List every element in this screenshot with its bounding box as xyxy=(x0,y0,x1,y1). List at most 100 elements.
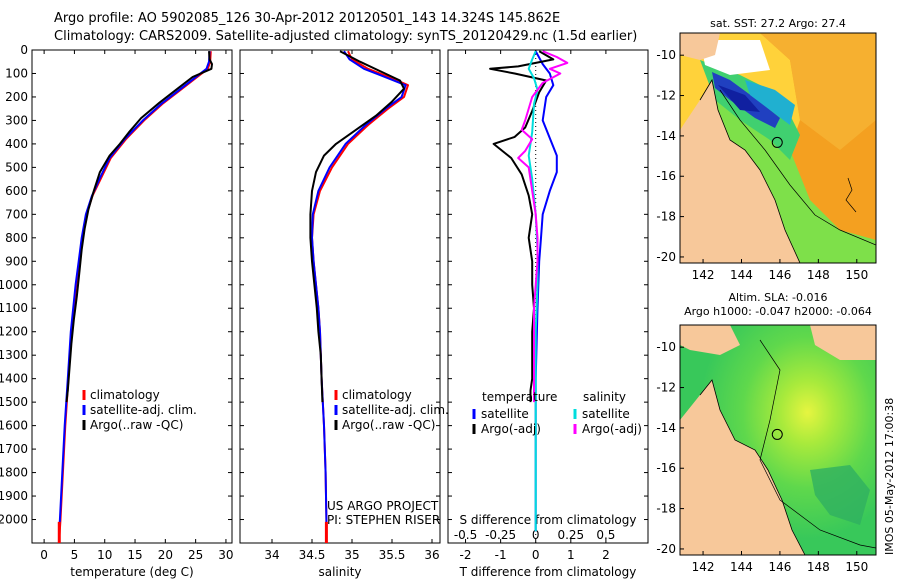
series-group-temperature_profile xyxy=(58,51,213,539)
x-tick-label: 10 xyxy=(97,548,112,562)
sst-map-title: sat. SST: 27.2 Argo: 27.4 xyxy=(710,17,846,30)
sst-cyan-patch xyxy=(745,80,795,125)
x-tick-label: 0 xyxy=(40,548,48,562)
sla-dark-patch xyxy=(810,465,870,525)
sst-missing-data xyxy=(700,40,770,75)
map-y-tick-label: -10 xyxy=(656,48,676,62)
map-y-tick-label: -18 xyxy=(656,502,676,516)
x-tick-label: -1 xyxy=(495,548,507,562)
y-tick-label: 600 xyxy=(5,184,28,198)
series-line-argo-raw-qc- xyxy=(309,50,405,403)
map-y-tick-label: -10 xyxy=(656,340,676,354)
series-line-satellite-adj-clim- xyxy=(311,50,407,532)
legend-entry: Argo(-adj) xyxy=(481,422,541,436)
series-group-difference_profile xyxy=(489,50,569,532)
y-tick-label: 1800 xyxy=(0,466,28,480)
y-tick-label: 1600 xyxy=(0,419,28,433)
series-line-t-satellite xyxy=(534,50,558,532)
y-tick-label: 1000 xyxy=(0,278,28,292)
x-tick-label: 30 xyxy=(218,548,233,562)
sst-isobath xyxy=(719,89,876,246)
sla-land xyxy=(680,380,805,555)
sst-land-north xyxy=(680,33,720,60)
y-tick-label: 1200 xyxy=(0,325,28,339)
legend-entry: Argo(..raw -QC) xyxy=(90,418,183,432)
x-tick-label: 34.5 xyxy=(299,548,326,562)
sla-coastline xyxy=(699,379,806,555)
x-tick-label: 0 xyxy=(532,548,540,562)
sla-land-ne xyxy=(810,325,876,360)
y-tick-label: 900 xyxy=(5,254,28,268)
imos-timestamp: IMOS 05-May-2012 17:00:38 xyxy=(883,397,896,555)
y-tick-label: 0 xyxy=(20,43,28,57)
y-tick-label: 1300 xyxy=(0,348,28,362)
y-tick-label: 1400 xyxy=(0,372,28,386)
x-tick-label: -2 xyxy=(460,548,472,562)
map-y-tick-label: -14 xyxy=(656,129,676,143)
legend-entry: satellite xyxy=(582,407,630,421)
sst-reef-line xyxy=(845,177,857,213)
sst-land xyxy=(680,80,800,263)
series-line-climatology xyxy=(311,50,409,539)
map-y-tick-label: -16 xyxy=(656,169,676,183)
map-frame-sla_map xyxy=(679,324,877,556)
y-tick-label: 800 xyxy=(5,231,28,245)
argo-position-marker xyxy=(771,136,783,148)
x-tick-label: 35.5 xyxy=(379,548,406,562)
sst-mid-patch xyxy=(760,33,876,150)
x-tick-label: 2 xyxy=(602,548,610,562)
y-tick-label: 1500 xyxy=(0,395,28,409)
map-y-tick-label: -12 xyxy=(656,381,676,395)
x-axis-label: temperature (deg C) xyxy=(70,565,193,579)
map-y-tick-label: -12 xyxy=(656,89,676,103)
map-x-tick-label: 144 xyxy=(730,560,753,574)
sla-isobath xyxy=(759,339,876,549)
y-tick-label: 400 xyxy=(5,137,28,151)
x-tick-label: 35 xyxy=(344,548,359,562)
y-tick-label: 500 xyxy=(5,160,28,174)
x-tick-label: 36 xyxy=(424,548,439,562)
y-tick-label: 300 xyxy=(5,113,28,127)
map-y-tick-label: -20 xyxy=(656,250,676,264)
sla-map xyxy=(680,325,876,555)
project-annotation: PI: STEPHEN RISER xyxy=(327,513,440,527)
x-tick-label: 25 xyxy=(188,548,203,562)
y-tick-label: 1900 xyxy=(0,489,28,503)
legend-entry: satellite-adj. clim. xyxy=(342,403,449,417)
sst-dark-blue-patch xyxy=(718,85,760,112)
series-line-s-argo-adj- xyxy=(517,50,569,403)
y-tick-label: 100 xyxy=(5,66,28,80)
secondary-tick-label: 0.25 xyxy=(557,528,584,542)
y-tick-label: 700 xyxy=(5,207,28,221)
map-x-tick-label: 144 xyxy=(730,268,753,282)
secondary-tick-label: -0.25 xyxy=(485,528,516,542)
x-tick-label: 20 xyxy=(158,548,173,562)
sla-map-title-line2: Argo h1000: -0.047 h2000: -0.064 xyxy=(684,305,872,318)
y-tick-label: 2000 xyxy=(0,513,28,527)
panel-frame-salinity_profile xyxy=(239,49,441,544)
x-tick-label: 34 xyxy=(264,548,279,562)
map-x-tick-label: 148 xyxy=(807,560,830,574)
map-x-tick-label: 148 xyxy=(807,268,830,282)
legend-entry: climatology xyxy=(342,388,412,402)
map-x-tick-label: 150 xyxy=(845,268,868,282)
series-line-t-argo-adj- xyxy=(489,50,555,403)
secondary-tick-label: 0.5 xyxy=(596,528,615,542)
legend-entry: satellite xyxy=(481,407,529,421)
sla-map-title-line1: Altim. SLA: -0.016 xyxy=(728,291,828,304)
map-frame-sst_map xyxy=(679,32,877,264)
legend-entry: climatology xyxy=(90,388,160,402)
series-line-argo-raw-qc- xyxy=(65,51,213,403)
map-x-tick-label: 146 xyxy=(768,560,791,574)
map-x-tick-label: 142 xyxy=(692,268,715,282)
series-line-satellite-adj-clim- xyxy=(58,51,211,532)
x-axis-label-secondary: S difference from climatology xyxy=(460,513,637,527)
series-group-salinity_profile xyxy=(309,50,409,539)
chart-title-line1: Argo profile: AO 5902085_126 30-Apr-2012… xyxy=(54,11,561,26)
project-annotation: US ARGO PROJECT xyxy=(327,499,439,513)
secondary-tick-label: 0 xyxy=(532,528,540,542)
map-x-tick-label: 150 xyxy=(845,560,868,574)
map-y-tick-label: -18 xyxy=(656,210,676,224)
y-tick-label: 1700 xyxy=(0,442,28,456)
